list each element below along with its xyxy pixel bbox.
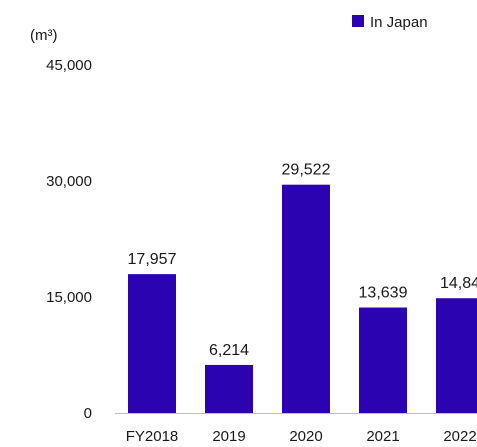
bar	[205, 364, 253, 413]
bar	[436, 298, 477, 413]
data-label: 6,214	[209, 342, 249, 359]
x-tick-label: 2021	[366, 428, 399, 445]
y-tick-label: 45,000	[46, 57, 92, 74]
y-tick-label: 15,000	[46, 289, 92, 306]
data-label: 29,522	[282, 162, 331, 179]
x-tick-label: FY2018	[126, 428, 179, 445]
legend: In Japan	[352, 14, 428, 31]
bar	[128, 274, 176, 413]
bars	[128, 184, 477, 413]
y-axis-unit-label: (m³)	[30, 27, 57, 44]
bar	[282, 184, 330, 413]
data-label: 14,84	[440, 275, 477, 292]
data-label: 17,957	[128, 251, 177, 268]
y-tick-label: 30,000	[46, 173, 92, 190]
data-label: 13,639	[359, 285, 408, 302]
bar	[359, 307, 407, 413]
y-axis-ticks: 0 15,000 30,000 45,000	[46, 57, 92, 422]
x-tick-label: 2020	[289, 428, 322, 445]
x-tick-label: 2022	[443, 428, 476, 445]
y-tick-label: 0	[84, 405, 92, 422]
data-labels: 17,957 6,214 29,522 13,639 14,84	[128, 162, 477, 359]
legend-swatch	[352, 15, 364, 27]
legend-label: In Japan	[370, 14, 428, 31]
x-axis-labels: FY2018 2019 2020 2021 2022	[126, 428, 477, 445]
x-tick-label: 2019	[212, 428, 245, 445]
